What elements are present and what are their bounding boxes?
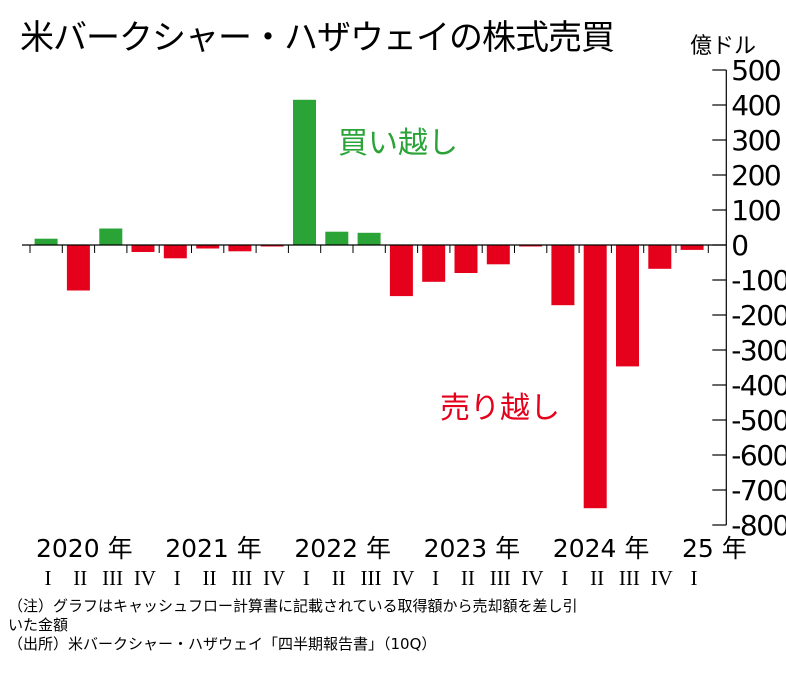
quarter-label: II <box>73 566 87 590</box>
quarter-label: III <box>361 566 382 590</box>
year-label: 2021 年 <box>165 534 262 563</box>
y-tick-label: -500 <box>731 404 786 437</box>
y-tick-label: 500 <box>731 54 780 87</box>
quarter-label: I <box>691 566 698 590</box>
annotation-net-buying: 買い越し <box>338 126 458 161</box>
y-tick-label: -400 <box>731 369 786 402</box>
y-tick-label: 0 <box>731 229 747 262</box>
y-tick-label: -100 <box>731 264 786 297</box>
footnote-line: （注）グラフはキャッシュフロー計算書に記載されている取得額から売却額を差し引 <box>8 597 578 615</box>
bar <box>519 245 543 247</box>
chart-title: 米バークシャー・ハザウェイの株式売買 <box>20 18 615 58</box>
quarter-label: II <box>590 566 604 590</box>
footnote-line: （出所）米バークシャー・ハザウェイ「四半期報告書」（10Q） <box>8 635 437 653</box>
quarter-label: III <box>490 566 511 590</box>
quarter-label: IV <box>263 566 285 590</box>
quarter-label: II <box>203 566 217 590</box>
y-tick-label: -200 <box>731 299 786 332</box>
y-tick-label: 400 <box>731 89 780 122</box>
footnote-line: いた金額 <box>8 616 69 634</box>
quarter-label: I <box>432 566 439 590</box>
quarter-label: II <box>332 566 346 590</box>
y-tick-label: 200 <box>731 159 780 192</box>
quarter-label: I <box>561 566 568 590</box>
bar <box>422 245 446 282</box>
y-tick-label: 300 <box>731 124 780 157</box>
footnotes: （注）グラフはキャッシュフロー計算書に記載されている取得額から売却額を差し引 い… <box>8 597 778 654</box>
quarter-label: I <box>303 566 310 590</box>
bar <box>357 232 381 246</box>
y-axis-unit-label: 億ドル <box>690 34 757 59</box>
quarter-label: III <box>619 566 640 590</box>
bar <box>293 99 316 246</box>
quarter-label: III <box>102 566 123 590</box>
bar <box>616 245 639 367</box>
y-tick-label: -600 <box>731 439 786 472</box>
quarter-label: I <box>174 566 181 590</box>
bar <box>325 231 349 245</box>
y-tick-label: -800 <box>731 509 786 542</box>
bar <box>551 245 575 306</box>
bars-group <box>29 99 709 509</box>
bar <box>583 245 607 509</box>
quarter-label: II <box>461 566 475 590</box>
y-tick-label: -700 <box>731 474 786 507</box>
year-label: 2020 年 <box>36 534 133 563</box>
y-tick-label: -300 <box>731 334 786 367</box>
bar <box>260 245 284 247</box>
y-ticks-group: 5004003002001000-100-200-300-400-500-600… <box>712 54 786 542</box>
bar <box>486 245 510 265</box>
bar <box>389 245 413 297</box>
bar <box>34 238 58 245</box>
quarter-label: IV <box>651 566 673 590</box>
bar <box>648 245 672 269</box>
bar <box>196 245 220 249</box>
year-label: 2024 年 <box>553 534 650 563</box>
quarter-label: IV <box>392 566 414 590</box>
quarter-label: I <box>45 566 52 590</box>
bar <box>99 228 123 245</box>
bar <box>131 245 155 252</box>
quarter-label: IV <box>521 566 543 590</box>
year-label: 2023 年 <box>424 534 521 563</box>
y-tick-label: 100 <box>731 194 780 227</box>
bar-chart: 5004003002001000-100-200-300-400-500-600… <box>22 54 786 590</box>
year-label: 2022 年 <box>294 534 391 563</box>
year-label: 25 年 <box>682 534 747 563</box>
bar <box>228 245 252 252</box>
quarter-label: IV <box>134 566 156 590</box>
bar <box>680 245 704 250</box>
quarter-ticks-group: I II III IV I II III IV I II III IV I II III IV I II III IV… <box>45 566 698 590</box>
bar <box>66 245 90 291</box>
annotation-net-selling: 売り越し <box>440 391 560 426</box>
year-labels-group: 2020 年 2021 年 2022 年 2023 年 2024 年 25 年 <box>36 534 747 563</box>
quarter-label: III <box>231 566 252 590</box>
bar <box>454 245 478 273</box>
bar <box>163 245 187 259</box>
